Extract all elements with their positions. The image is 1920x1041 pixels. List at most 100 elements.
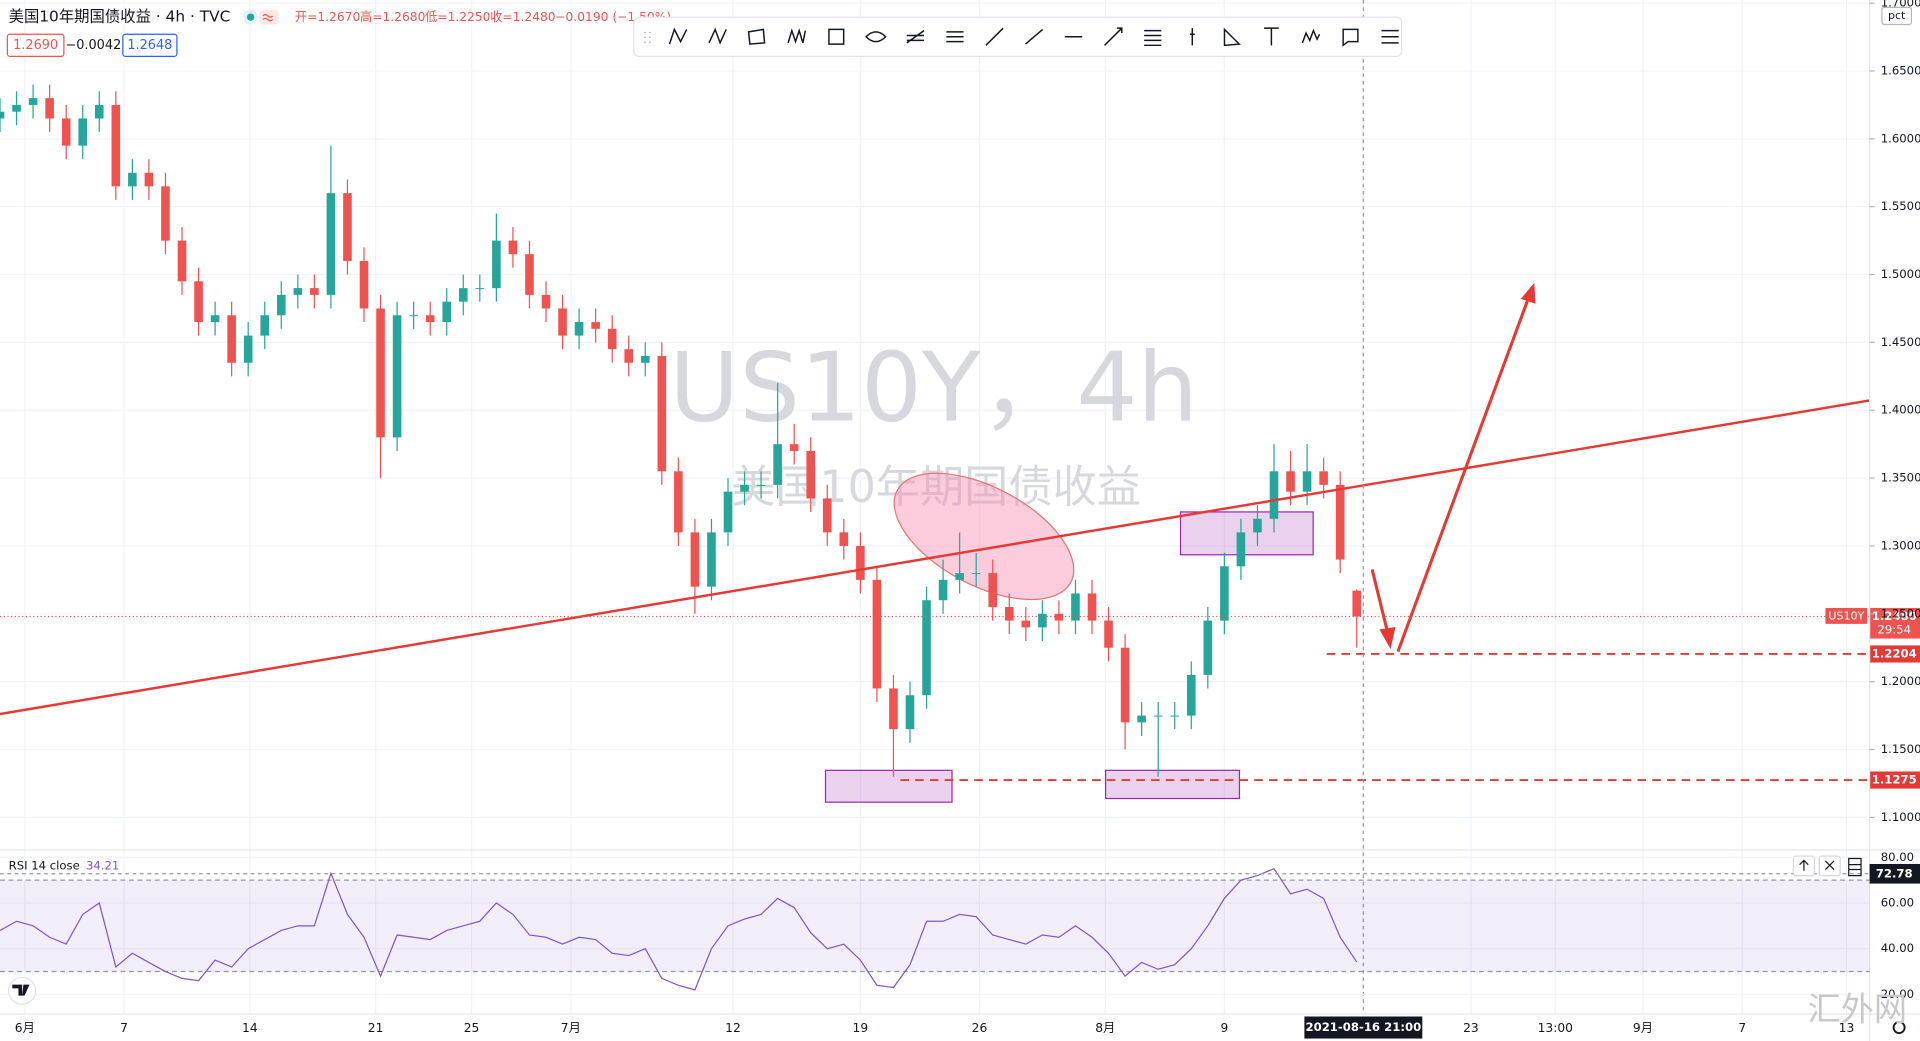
drawings (824, 472, 1314, 803)
drawings-top (0, 282, 1870, 716)
candle-body (1120, 647, 1130, 723)
level-badge (1869, 771, 1920, 789)
candle-body (806, 450, 816, 499)
candle-body (574, 322, 584, 336)
candle-body (128, 172, 137, 187)
candle-body (144, 172, 154, 187)
unit-box (1881, 6, 1913, 26)
site-watermark: 汇外网 (1808, 990, 1907, 1029)
x-tick-label: 9 (1220, 1021, 1228, 1035)
settings-icon[interactable] (1892, 1021, 1906, 1034)
candle-body (1302, 471, 1312, 492)
pane-db-icon[interactable] (1848, 857, 1862, 877)
x-tick-label: 6月 (15, 1021, 35, 1035)
candle-body (61, 118, 71, 146)
ohlc-open: 开=1.2670 (295, 10, 360, 24)
rsi-line (0, 867, 1358, 991)
y-tick-label: 20.00 (1881, 987, 1914, 1001)
candle-body (856, 545, 865, 580)
y-tick-label: 60.00 (1881, 895, 1914, 909)
symbol-title: 美国10年期国债收益 · 4h · TVC (9, 8, 231, 26)
toolbar-icon[interactable] (1024, 28, 1044, 45)
toolbar-icon[interactable] (1301, 28, 1321, 44)
toolbar-icon[interactable] (747, 28, 766, 45)
symbol-badge (1825, 607, 1868, 624)
candle-body (607, 328, 617, 350)
candle-body (657, 355, 667, 472)
toolbar-icon[interactable] (1144, 29, 1162, 47)
candle-body (1269, 471, 1279, 519)
x-tick-label: 8月 (1095, 1021, 1115, 1035)
toolbar-icon[interactable] (1223, 27, 1241, 47)
toolbar-icon[interactable] (668, 27, 688, 45)
candle-body (293, 288, 303, 295)
y-tick-label: 1.4500 (1881, 335, 1920, 349)
candle-body (773, 444, 782, 485)
candle-body (359, 260, 369, 309)
candle-body (45, 98, 54, 119)
y-tick-label: 1.2500 (1881, 606, 1920, 620)
arrow-up (1396, 298, 1530, 653)
candle-body (1352, 590, 1362, 617)
rsi-band (0, 880, 1870, 972)
y-tick-label: 1.1500 (1881, 742, 1920, 756)
candle-body (458, 288, 468, 302)
trend-line (0, 399, 1870, 716)
toolbar-icon[interactable] (1189, 28, 1195, 46)
x-tick-label: 12 (725, 1021, 741, 1035)
toolbar-icon[interactable] (946, 31, 964, 43)
toolbar-icon[interactable] (708, 27, 727, 45)
candle-body (111, 104, 121, 187)
candle-body (475, 288, 485, 290)
bid-box[interactable] (6, 33, 65, 57)
candle-body (822, 498, 832, 533)
candle-body (409, 315, 418, 317)
candle-body (1104, 620, 1113, 648)
last-price-badge (1869, 607, 1920, 639)
candle-body (525, 254, 534, 295)
toolbar-icon[interactable] (985, 27, 1004, 46)
logo-glyph (12, 984, 30, 996)
toolbar-icon[interactable] (787, 28, 807, 44)
candle-body (1335, 484, 1345, 560)
candle-body (1038, 613, 1047, 628)
candle-body (227, 315, 236, 363)
candle-body (789, 444, 799, 451)
pane-close-icon (1824, 860, 1835, 870)
y-tick-label: 1.5000 (1881, 267, 1920, 281)
candle-body (872, 579, 882, 689)
candle-body (839, 532, 849, 546)
toolbar-icon[interactable] (1264, 27, 1279, 46)
x-tick-label: 7 (120, 1021, 128, 1035)
candle-body (442, 301, 452, 323)
y-tick-label: 1.3000 (1881, 538, 1920, 552)
y-tick-label: 1.7000 (1881, 0, 1920, 10)
toolbar-icon[interactable] (906, 30, 925, 44)
x-tick-label: 7月 (561, 1021, 581, 1035)
status-icon (262, 14, 274, 22)
x-tick-label: 14 (242, 1021, 258, 1035)
candle-body (492, 240, 501, 289)
candle-body (177, 240, 187, 282)
x-tick-label: 7 (1738, 1021, 1746, 1035)
toolbar-icon[interactable] (1104, 27, 1123, 46)
ask-box[interactable] (122, 33, 178, 57)
toolbar-icon[interactable] (1342, 28, 1359, 47)
rect-drawing (1104, 769, 1241, 800)
candle-body (210, 315, 220, 323)
candle-body (971, 573, 981, 575)
rsi-pane: 20.00 40.00 60.00 80.00 RSI 14 close 34.21 72.… (0, 850, 1920, 1001)
toolbar-icon[interactable] (828, 28, 845, 45)
toolbar-icon[interactable] (1381, 29, 1399, 44)
x-tick-label: 25 (464, 1021, 480, 1035)
candle-body (1170, 715, 1180, 717)
pane-up-icon (1799, 859, 1809, 871)
toolbar-icon[interactable] (864, 31, 887, 43)
candle-body (922, 600, 931, 696)
candle-body (740, 484, 749, 492)
candle-body (392, 315, 402, 438)
candle-body (624, 349, 634, 363)
